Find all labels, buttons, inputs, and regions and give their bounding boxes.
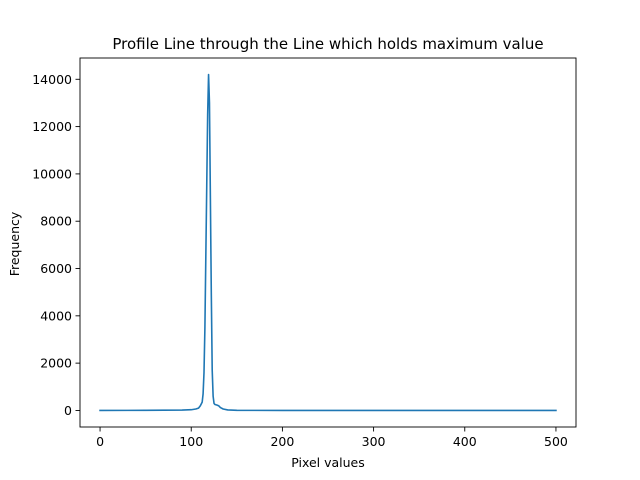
y-tick-label: 4000 <box>40 308 72 323</box>
series-line-0 <box>99 73 557 412</box>
x-tick-label: 0 <box>96 434 104 449</box>
y-tick-label: 2000 <box>40 356 72 371</box>
y-tick-label: 6000 <box>40 261 72 276</box>
x-axis-label: Pixel values <box>291 455 365 470</box>
x-tick-label: 300 <box>362 434 386 449</box>
x-tick-label: 400 <box>453 434 477 449</box>
axes-frame <box>79 57 577 428</box>
y-tick-label: 12000 <box>32 119 72 134</box>
y-tick-label: 14000 <box>32 72 72 87</box>
y-axis-label: Frequency <box>7 211 22 276</box>
x-tick-label: 500 <box>544 434 568 449</box>
x-tick-label: 100 <box>179 434 203 449</box>
y-tick-label: 8000 <box>40 214 72 229</box>
x-tick-label: 200 <box>270 434 294 449</box>
chart-title: Profile Line through the Line which hold… <box>112 35 543 53</box>
y-tick-label: 10000 <box>32 166 72 181</box>
y-tick-label: 0 <box>64 403 72 418</box>
plot-area: 0 100 200 300 400 500 0 2000 4000 6000 8000 10000 12… <box>32 57 577 449</box>
